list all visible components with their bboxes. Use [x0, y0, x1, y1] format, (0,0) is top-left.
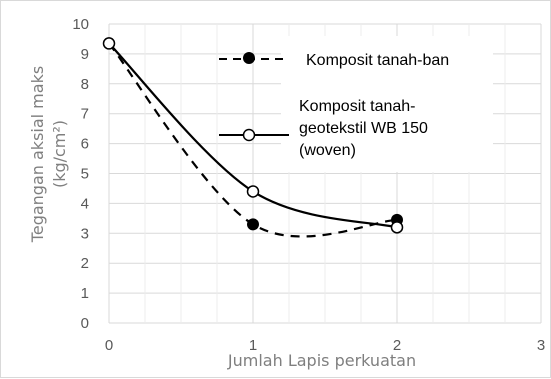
- legend: Komposit tanah-ban Komposit tanah- geote…: [219, 36, 493, 172]
- legend-marker-tanah-ban: [243, 52, 255, 64]
- legend-marker-geotekstil: [242, 128, 256, 142]
- x-tick-label: 2: [393, 337, 401, 354]
- y-tick-label: 6: [81, 136, 89, 153]
- y-tick-label: 10: [72, 16, 89, 33]
- y-tick-label: 1: [81, 285, 89, 302]
- x-tick-label: 0: [105, 337, 113, 354]
- data-point-series-1: [246, 185, 260, 198]
- y-tick-label: 3: [81, 225, 89, 242]
- y-axis-title-line-2: (kg/cm²): [50, 120, 69, 188]
- grid: [108, 23, 542, 324]
- y-tick-label: 2: [81, 255, 89, 272]
- y-tick-labels: 0 1 2 3 4 5 6 7 8 9 10: [72, 16, 89, 332]
- x-tick-label: 1: [249, 337, 257, 354]
- x-axis-title: Jumlah Lapis perkuatan: [227, 351, 416, 370]
- y-tick-label: 8: [81, 76, 89, 93]
- y-axis-title: Tegangan aksial maks (kg/cm²): [28, 66, 69, 243]
- data-point-series-0: [247, 218, 259, 231]
- y-tick-label: 0: [81, 315, 89, 332]
- legend-label-geotekstil-line-3: (woven): [299, 142, 356, 159]
- legend-label-tanah-ban: Komposit tanah-ban: [306, 52, 449, 69]
- y-tick-label: 4: [81, 195, 89, 212]
- series-markers: [102, 37, 404, 234]
- y-tick-label: 7: [81, 106, 89, 123]
- legend-label-geotekstil-line-2: geotekstil WB 150: [299, 120, 428, 137]
- data-point-series-1: [390, 221, 404, 234]
- data-point-series-1: [102, 37, 116, 50]
- x-tick-label: 3: [537, 337, 545, 354]
- x-tick-labels: 0 1 2 3: [105, 337, 545, 354]
- y-tick-label: 9: [81, 46, 89, 63]
- legend-background: [281, 36, 493, 172]
- y-tick-label: 5: [81, 166, 89, 183]
- legend-label-geotekstil-line-1: Komposit tanah-: [299, 98, 416, 115]
- y-axis-title-line-1: Tegangan aksial maks: [28, 66, 47, 243]
